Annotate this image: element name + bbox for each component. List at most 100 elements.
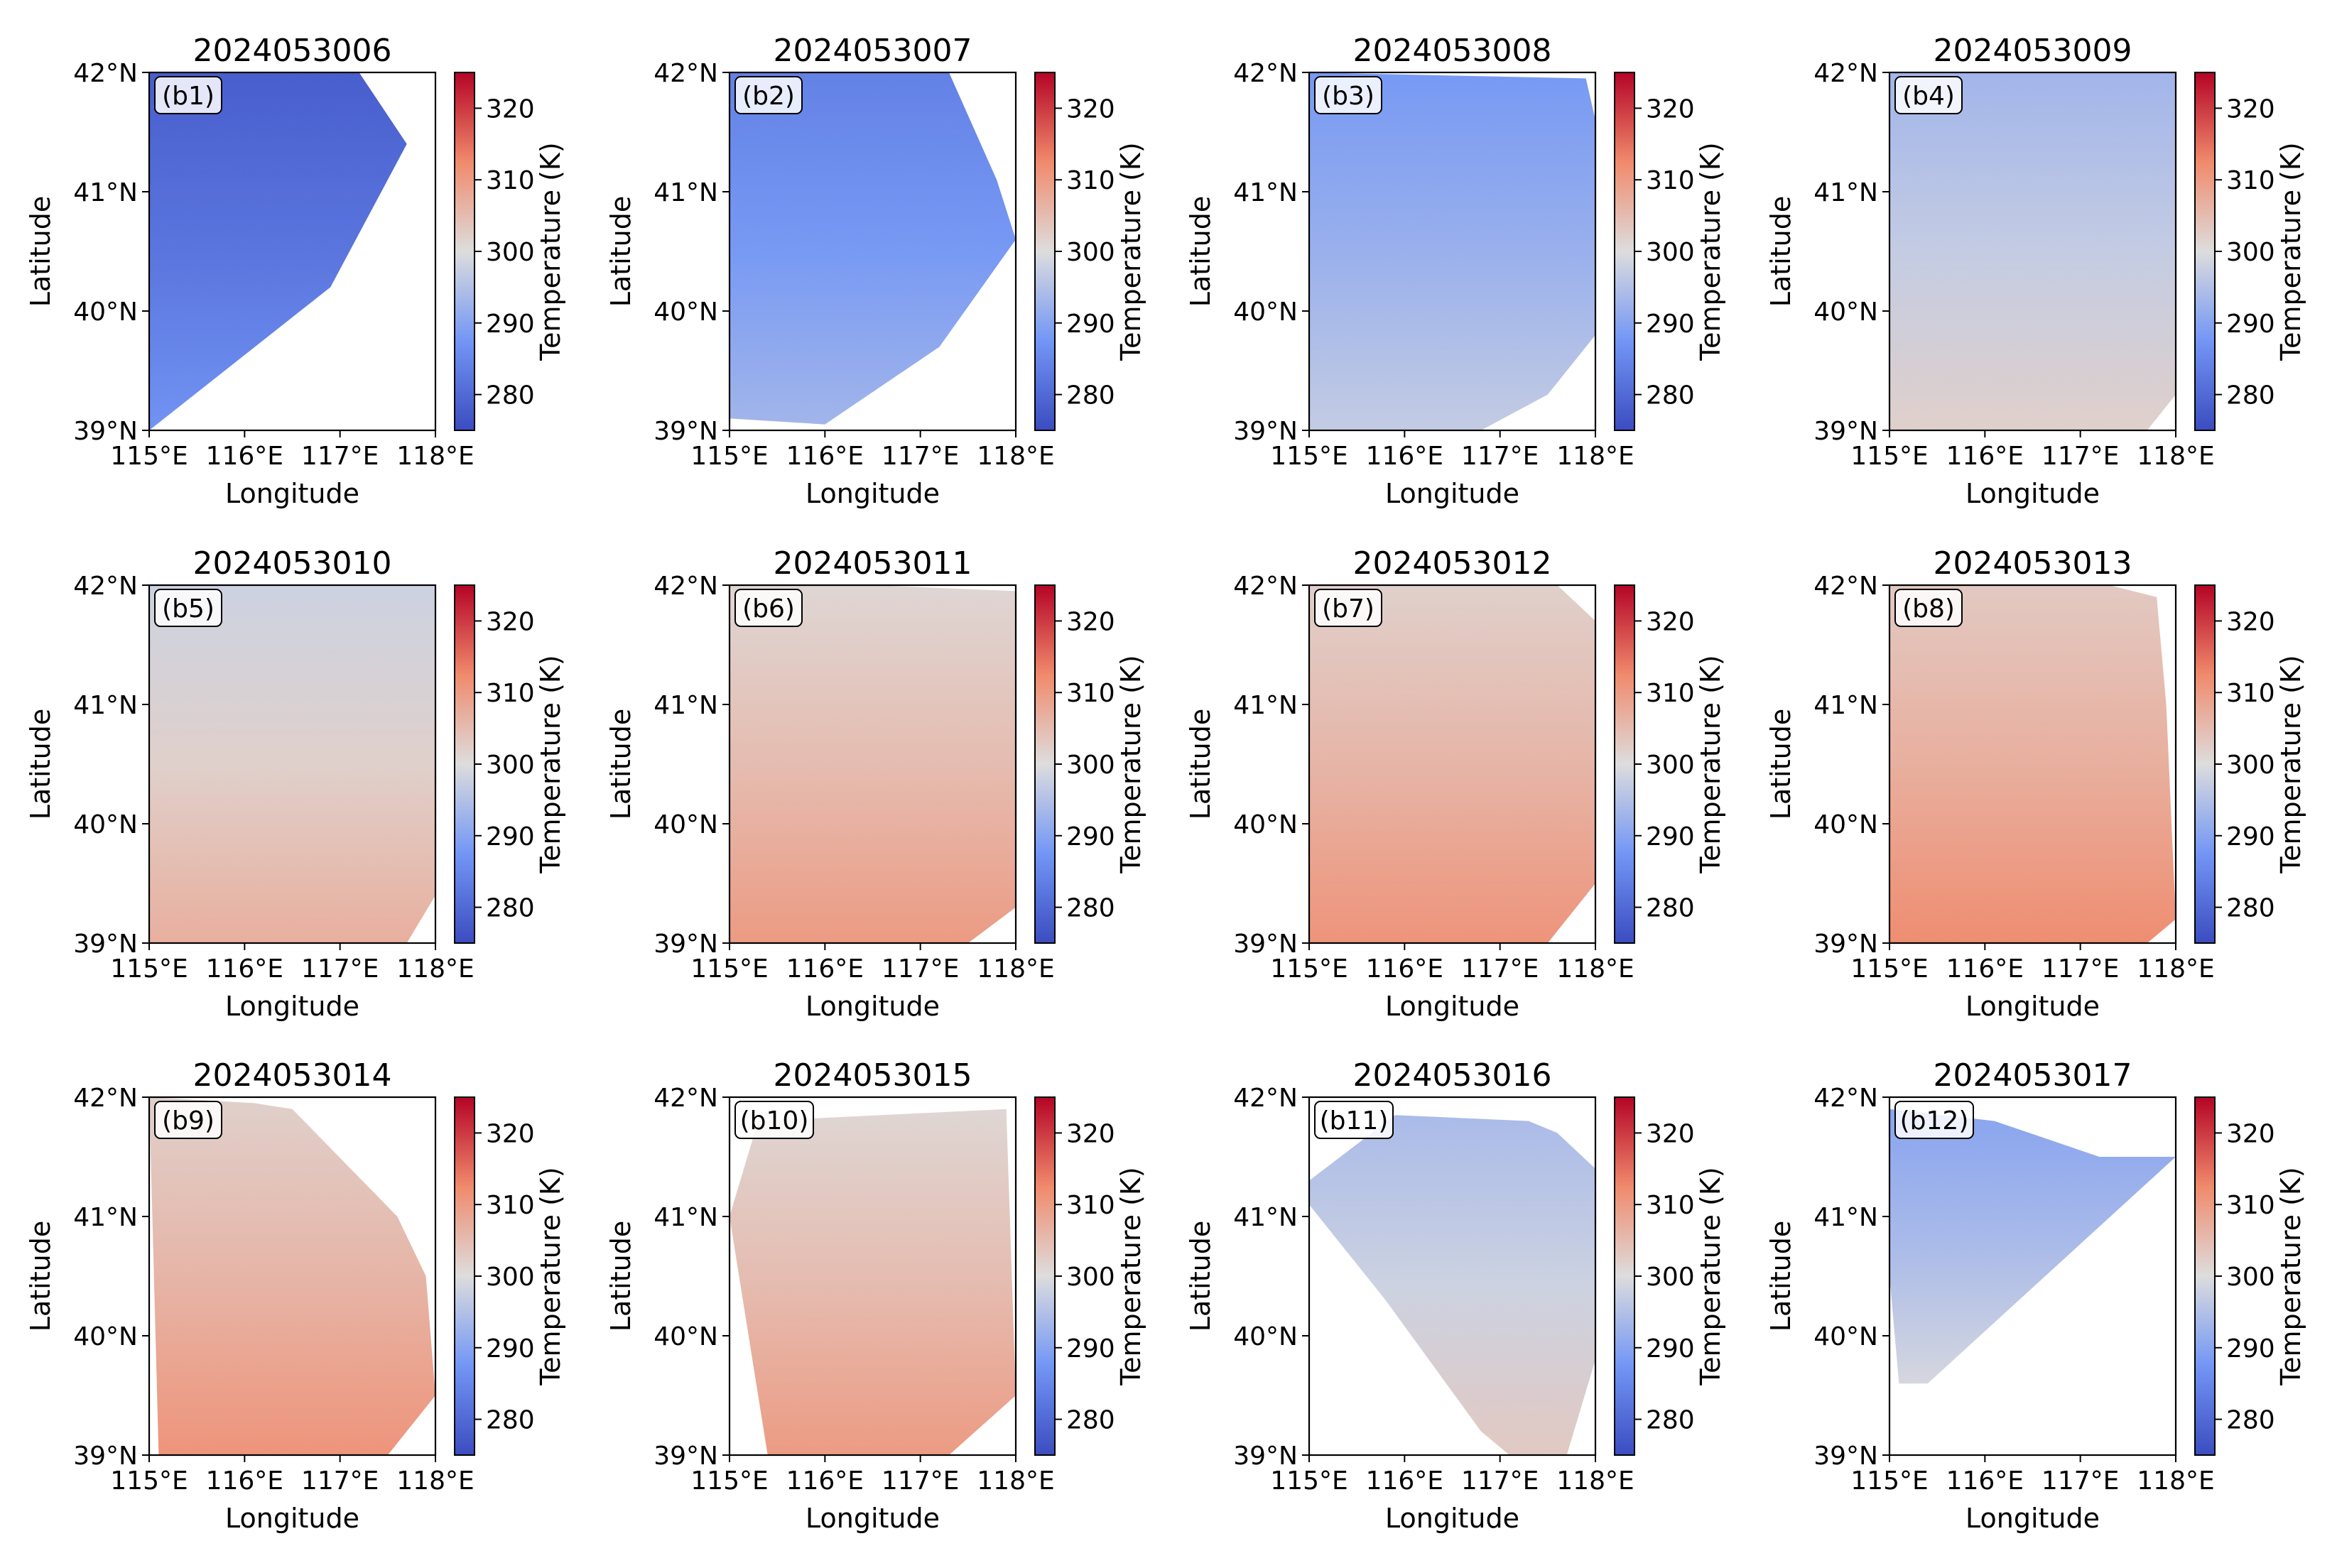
- x-axis-label: Longitude: [806, 1503, 940, 1534]
- colorbar-label: Temperature (K): [1695, 1167, 1726, 1385]
- colorbar-tick-label: 310: [486, 1191, 535, 1220]
- x-tick-label: 117°E: [301, 954, 379, 984]
- temperature-field: [1309, 585, 1595, 943]
- colorbar-tick-label: 320: [1646, 1119, 1695, 1148]
- colorbar-tick-label: 280: [1646, 894, 1695, 923]
- colorbar-tick-label: 280: [486, 1406, 535, 1435]
- panel-label-box: [734, 1101, 814, 1139]
- subplot: 115°E 116°E 117°E 118°E 42°N 41°N 40°N 39°N 2024…: [605, 545, 1146, 1022]
- subplot-title: 2024053016: [1353, 1057, 1552, 1094]
- y-tick-label: 40°N: [73, 298, 138, 327]
- panel-label: (b10): [740, 1106, 809, 1136]
- y-tick-label: 40°N: [1233, 810, 1298, 839]
- colorbar-tick-label: 300: [1066, 238, 1115, 267]
- y-tick-label: 41°N: [1233, 1203, 1298, 1232]
- y-tick-label: 42°N: [654, 572, 718, 601]
- x-tick-label: 117°E: [2042, 954, 2119, 984]
- x-tick-label: 115°E: [1270, 1466, 1348, 1496]
- colorbar-tick-label: 310: [1066, 166, 1115, 195]
- colorbar-scale: [1614, 584, 1635, 944]
- axes-frame: [1888, 71, 2177, 432]
- x-tick-label: 116°E: [786, 442, 864, 471]
- colorbar-tick-label: 290: [1066, 1334, 1115, 1363]
- y-tick-label: 39°N: [1233, 1442, 1298, 1471]
- x-tick-label: 117°E: [2042, 1466, 2119, 1496]
- temperature-field: [1309, 72, 1595, 430]
- y-tick-label: 40°N: [73, 810, 138, 839]
- colorbar-scale: [1034, 584, 1056, 944]
- x-tick-label: 118°E: [396, 954, 474, 984]
- colorbar-label: Temperature (K): [2275, 655, 2306, 873]
- y-tick-label: 42°N: [73, 1084, 138, 1113]
- panel-label: (b7): [1322, 594, 1374, 624]
- colorbar-tick-label: 320: [1066, 1119, 1115, 1148]
- y-tick-label: 39°N: [1813, 1442, 1878, 1471]
- y-tick-label: 41°N: [654, 178, 718, 207]
- y-tick-label: 41°N: [1233, 178, 1298, 207]
- colorbar-tick-label: 290: [2226, 1334, 2275, 1363]
- x-tick-label: 118°E: [977, 1466, 1054, 1496]
- colorbar-tick-label: 280: [1066, 1406, 1115, 1435]
- colorbar-tick-label: 280: [2226, 1406, 2275, 1435]
- colorbar-tick-label: 300: [486, 751, 535, 780]
- colorbar-tick-label: 280: [2226, 381, 2275, 410]
- y-tick-label: 40°N: [1233, 1322, 1298, 1351]
- colorbar-tick-label: 310: [1066, 679, 1115, 708]
- x-tick-label: 115°E: [690, 1466, 768, 1496]
- y-tick-label: 42°N: [1233, 1084, 1298, 1113]
- colorbar-tick-label: 300: [486, 238, 535, 267]
- colorbar-label: Temperature (K): [1115, 655, 1146, 873]
- axes-frame: [1308, 584, 1597, 944]
- colorbar-tick-label: 320: [1066, 607, 1115, 636]
- y-tick-label: 39°N: [1813, 930, 1878, 959]
- x-tick-label: 116°E: [206, 442, 283, 471]
- colorbar-scale: [454, 72, 475, 431]
- y-tick-label: 40°N: [654, 810, 718, 839]
- y-axis-label: Latitude: [1765, 1221, 1796, 1332]
- colorbar-tick-label: 280: [486, 381, 535, 410]
- colorbar-tick-label: 310: [1646, 679, 1695, 708]
- x-axis-label: Longitude: [1385, 1503, 1519, 1534]
- y-tick-label: 42°N: [654, 1084, 718, 1113]
- y-tick-label: 40°N: [1813, 810, 1878, 839]
- y-axis-label: Latitude: [605, 196, 636, 307]
- x-tick-label: 117°E: [301, 1466, 379, 1496]
- y-tick-label: 41°N: [654, 691, 718, 720]
- x-axis-label: Longitude: [225, 478, 359, 509]
- panel-label: (b8): [1902, 594, 1955, 624]
- colorbar-tick-label: 290: [1066, 310, 1115, 339]
- subplot: 115°E 116°E 117°E 118°E 42°N 41°N 40°N 39°N 2024…: [1185, 545, 1726, 1022]
- y-tick-label: 41°N: [1813, 178, 1878, 207]
- x-tick-label: 117°E: [882, 954, 959, 984]
- colorbar-label: Temperature (K): [2275, 1167, 2306, 1385]
- x-axis-label: Longitude: [1385, 991, 1519, 1022]
- x-tick-label: 118°E: [396, 442, 474, 471]
- colorbar-scale: [1614, 72, 1635, 431]
- x-tick-label: 116°E: [206, 1466, 283, 1496]
- colorbar-scale: [1034, 1096, 1056, 1456]
- colorbar-tick-label: 280: [1646, 1406, 1695, 1435]
- subplot: 115°E 116°E 117°E 118°E 42°N 41°N 40°N 39°N 2024…: [1185, 33, 1726, 509]
- colorbar-tick-label: 300: [1066, 1263, 1115, 1292]
- y-tick-label: 41°N: [73, 178, 138, 207]
- x-tick-label: 118°E: [2137, 1466, 2214, 1496]
- colorbar-tick-label: 290: [1646, 310, 1695, 339]
- colorbar-tick-label: 280: [1066, 381, 1115, 410]
- y-tick-label: 39°N: [73, 417, 138, 446]
- y-tick-label: 39°N: [654, 1442, 718, 1471]
- axes-frame: [1888, 1096, 2177, 1457]
- axes-frame: [728, 584, 1017, 944]
- panel-label: (b6): [742, 594, 795, 624]
- x-tick-label: 118°E: [1556, 442, 1634, 471]
- x-tick-label: 117°E: [301, 442, 379, 471]
- temperature-field: [1889, 585, 2176, 943]
- temperature-field: [1309, 1115, 1595, 1455]
- colorbar-tick-label: 300: [1646, 238, 1695, 267]
